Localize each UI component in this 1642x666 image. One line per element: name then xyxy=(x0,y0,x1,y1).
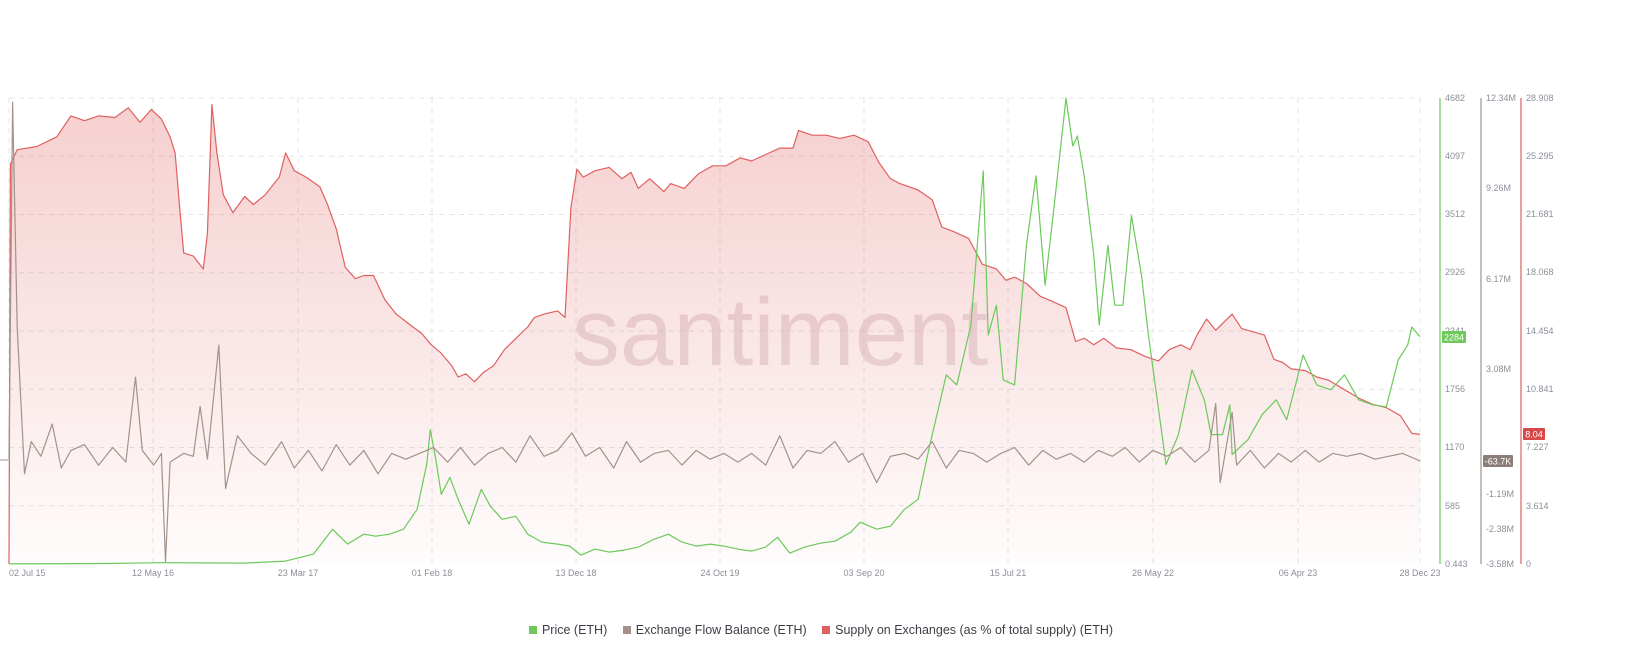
legend-swatch-supply xyxy=(822,626,831,634)
supply-axis-tick: 28.908 xyxy=(1526,93,1554,103)
flow-current-badge: -63.7K xyxy=(1485,457,1512,467)
x-tick-label: 24 Oct 19 xyxy=(700,568,739,578)
axes: 02 Jul 15 12 May 16 23 Mar 17 01 Feb 18 13 D… xyxy=(0,93,1554,578)
supply-area xyxy=(9,104,1420,564)
flow-axis-tick: 12.34M xyxy=(1486,93,1516,103)
legend-label-price: Price (ETH) xyxy=(541,623,608,637)
flow-series-line xyxy=(8,101,1421,563)
x-tick-label: 12 May 16 xyxy=(132,568,174,578)
x-tick-label: 15 Jul 21 xyxy=(990,568,1027,578)
price-axis-tick: 585 xyxy=(1445,501,1460,511)
supply-current-badge: 8.04 xyxy=(1525,430,1543,440)
price-axis-tick: 3512 xyxy=(1445,209,1465,219)
supply-current-badge-bg xyxy=(1523,428,1545,440)
supply-axis-tick: 18.068 xyxy=(1526,267,1554,277)
series-layer xyxy=(8,97,1421,565)
x-tick-label: 02 Jul 15 xyxy=(9,568,46,578)
flow-current-badge-bg xyxy=(1483,455,1513,467)
flow-axis-tick: -2.38M xyxy=(1486,524,1514,534)
x-tick-label: 13 Dec 18 xyxy=(555,568,596,578)
supply-axis-tick: 0 xyxy=(1526,559,1531,569)
supply-series-line xyxy=(8,104,1421,565)
price-axis-tick: 4097 xyxy=(1445,151,1465,161)
legend-swatch-flow xyxy=(622,626,631,634)
supply-axis-tick: 10.841 xyxy=(1526,384,1554,394)
flow-axis-tick: 3.08M xyxy=(1486,364,1511,374)
supply-axis-tick: 25.295 xyxy=(1526,151,1554,161)
flow-axis-tick: -1.19M xyxy=(1486,489,1514,499)
legend-item-supply[interactable]: Supply on Exchanges (as % of total suppl… xyxy=(822,623,1113,637)
price-axis-tick: 2926 xyxy=(1445,267,1465,277)
price-current-badge-bg xyxy=(1442,331,1466,343)
x-tick-label: 03 Sep 20 xyxy=(843,568,884,578)
supply-axis-tick: 3.614 xyxy=(1526,501,1549,511)
flow-axis-tick: 6.17M xyxy=(1486,274,1511,284)
price-axis-tick: 1756 xyxy=(1445,384,1465,394)
legend-swatch-price xyxy=(528,626,537,634)
x-tick-label: 01 Feb 18 xyxy=(412,568,453,578)
price-series-line xyxy=(8,97,1421,565)
flow-axis-tick: -3.58M xyxy=(1486,559,1514,569)
x-tick-label: 23 Mar 17 xyxy=(278,568,319,578)
supply-axis-tick: 21.681 xyxy=(1526,209,1554,219)
price-current-badge: 2284 xyxy=(1444,333,1464,343)
supply-axis-tick: 7.227 xyxy=(1526,442,1549,452)
price-axis-tick: 0.443 xyxy=(1445,559,1468,569)
x-tick-label: 26 May 22 xyxy=(1132,568,1174,578)
x-tick-label: 06 Apr 23 xyxy=(1279,568,1318,578)
legend: Price (ETH) Exchange Flow Balance (ETH) … xyxy=(0,623,1642,637)
legend-label-supply: Supply on Exchanges (as % of total suppl… xyxy=(835,623,1114,637)
supply-axis-tick: 14.454 xyxy=(1526,326,1554,336)
legend-item-price[interactable]: Price (ETH) xyxy=(528,623,608,637)
price-axis-tick: 1170 xyxy=(1445,442,1464,452)
x-tick-label: 28 Dec 23 xyxy=(1399,568,1440,578)
price-axis-tick: 4682 xyxy=(1445,93,1465,103)
legend-item-flow[interactable]: Exchange Flow Balance (ETH) xyxy=(622,623,807,637)
flow-axis-tick: 9.26M xyxy=(1486,183,1511,193)
legend-label-flow: Exchange Flow Balance (ETH) xyxy=(635,623,807,637)
